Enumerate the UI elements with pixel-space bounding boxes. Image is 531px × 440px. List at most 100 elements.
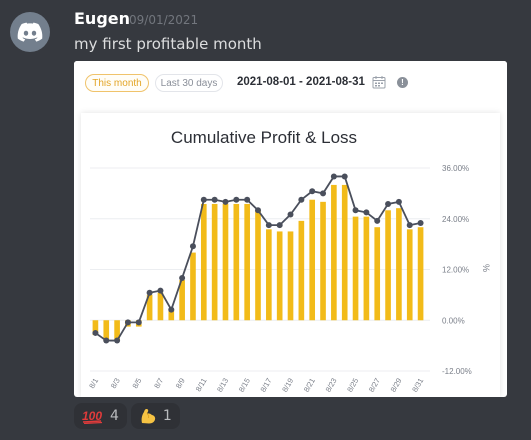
x-tick-label: 8/29 (389, 377, 404, 394)
bar (396, 208, 402, 321)
data-point (406, 222, 413, 229)
data-point (363, 209, 370, 216)
bar (200, 203, 207, 321)
x-tick-label: 8/19 (280, 377, 295, 394)
bar (168, 309, 175, 321)
bar (276, 231, 283, 321)
chart-title: Cumulative Profit & Loss (171, 128, 357, 147)
pnl-chart: Cumulative Profit & Loss % 36.00% 24.00% 1… (87, 128, 491, 394)
data-point (135, 319, 142, 326)
data-point (330, 173, 337, 180)
this-month-button: This month (85, 74, 149, 92)
avatar[interactable] (10, 12, 50, 52)
image-attachment[interactable]: This month Last 30 days 2021-08-01 - 202… (74, 61, 507, 397)
bar (320, 201, 326, 321)
x-tick-label: 8/27 (367, 377, 382, 394)
date-range-label: 2021-08-01 - 2021-08-31 (237, 76, 365, 88)
y-tick-label: 0.00% (442, 316, 465, 325)
data-point (309, 188, 316, 195)
bar (233, 203, 240, 321)
data-point (287, 211, 294, 218)
data-point (222, 198, 229, 205)
bar (374, 227, 381, 321)
last-30-days-button: Last 30 days (155, 74, 223, 92)
data-point (341, 173, 348, 180)
bar (298, 220, 305, 321)
hundred-points-icon: 100 (82, 409, 102, 424)
data-point (255, 207, 261, 214)
data-point (265, 222, 272, 229)
x-tick-label: 8/17 (258, 377, 273, 394)
x-tick-label: 8/1 (87, 377, 100, 391)
data-point (395, 198, 402, 205)
reaction-hundred[interactable]: 100 4 (74, 403, 127, 429)
bar (92, 320, 99, 336)
flexed-biceps-icon (141, 409, 156, 424)
data-point (189, 243, 196, 250)
data-point (211, 196, 218, 203)
bar (331, 184, 337, 321)
bar (222, 203, 229, 321)
author-name[interactable]: Eugen (74, 9, 131, 28)
y-tick-label: -12.00% (442, 367, 472, 376)
data-point (276, 222, 283, 229)
bar (363, 216, 370, 321)
bar (146, 294, 153, 321)
y-tick-label: 36.00% (442, 164, 469, 173)
data-point (298, 196, 305, 203)
data-point (320, 190, 327, 197)
data-point (157, 287, 164, 294)
message-timestamp: 09/01/2021 (129, 13, 199, 27)
bar (406, 229, 413, 321)
data-point (385, 200, 392, 207)
bar (244, 203, 250, 321)
data-point (92, 329, 99, 336)
reaction-flexed-biceps[interactable]: 1 (130, 403, 180, 429)
x-tick-label: 8/31 (410, 377, 425, 394)
data-point (124, 319, 131, 326)
reaction-count: 1 (162, 408, 172, 424)
info-icon: ! (397, 77, 408, 88)
bar (103, 320, 110, 342)
data-point (374, 217, 381, 224)
x-tick-label: 8/13 (215, 377, 230, 394)
data-point (146, 289, 153, 296)
data-point (168, 306, 175, 313)
svg-text:100: 100 (82, 409, 102, 423)
bar (309, 199, 316, 321)
bar (157, 292, 164, 321)
x-tick-label: 8/3 (109, 377, 122, 391)
x-tick-label: 8/15 (237, 377, 252, 394)
y-tick-label: 24.00% (442, 215, 469, 224)
data-point (233, 196, 240, 203)
bar (287, 231, 294, 321)
bar (352, 216, 359, 321)
chart-card: Cumulative Profit & Loss % 36.00% 24.00% 1… (81, 113, 500, 397)
y-axis-label: % (481, 264, 491, 272)
x-tick-label: 8/23 (324, 377, 339, 394)
data-point (179, 274, 186, 281)
y-tick-label: 12.00% (442, 266, 469, 275)
data-point (200, 196, 207, 203)
message-text: my first profitable month (74, 35, 262, 53)
data-point (244, 196, 251, 203)
bar (179, 280, 185, 321)
x-tick-label: 8/7 (152, 377, 165, 391)
bar (341, 184, 348, 321)
bar (266, 229, 272, 321)
x-tick-label: 8/11 (194, 377, 209, 394)
reactions-bar: 100 4 1 (74, 403, 180, 429)
x-tick-label: 8/5 (130, 377, 143, 391)
data-point (352, 207, 359, 214)
bar (211, 203, 218, 321)
bar (114, 320, 120, 342)
bar (385, 210, 391, 321)
reaction-count: 4 (110, 408, 119, 424)
x-tick-label: 8/9 (174, 377, 187, 391)
chart-toolbar: This month Last 30 days 2021-08-01 - 202… (74, 61, 507, 107)
data-point (114, 337, 121, 344)
bar (255, 210, 261, 321)
x-tick-label: 8/25 (345, 377, 360, 394)
data-point (417, 219, 424, 226)
bar (417, 227, 424, 321)
